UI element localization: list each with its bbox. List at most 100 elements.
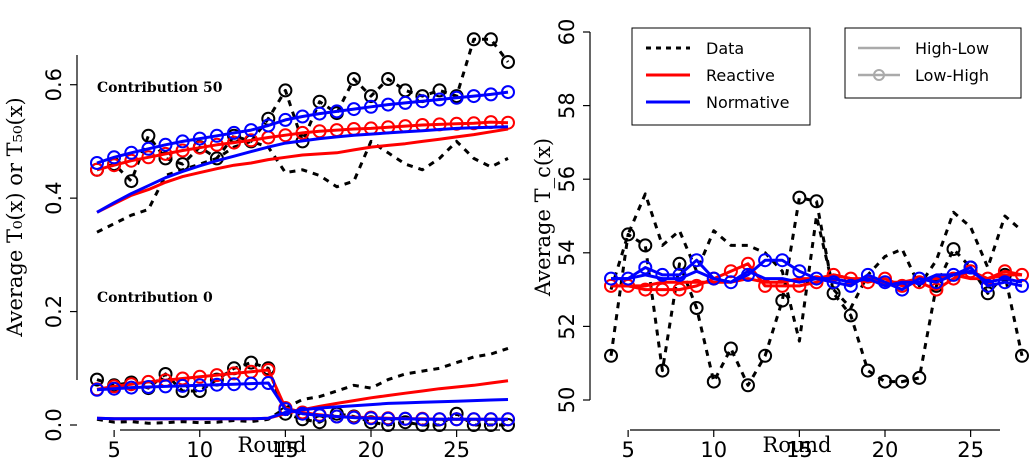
right-normative-low-high-point-20 [878,275,892,290]
right-panel-ticks: 5 10 15 20 25 50 52 54 56 58 60 [555,19,984,459]
legend-label-reactive: Reactive [706,66,775,85]
right-normative-low-high-point-10 [706,271,721,286]
left-contribution-50-data-low-high-point-19 [346,72,361,86]
right-data-low-high-point-18 [843,308,858,323]
left-contribution-50-normative-low-high-point-24 [432,92,447,107]
left-contribution-0-normative-low-high-point-19 [346,410,361,425]
right-normative-low-high-point-8 [672,267,687,282]
legend-label-normative: Normative [706,93,789,112]
right-panel-series [604,190,1029,393]
left-contribution-50-normative-high-low-line [96,125,509,214]
left-contribution-50-normative-low-high-point-8 [158,137,173,152]
left-contribution-50-reactive-low-high-point-10 [192,140,207,155]
left-panel-x-axis-label: Round [238,433,307,457]
left-contribution-0-reactive-low-high-point-11 [209,368,224,383]
annotation-contribution-0: Contribution 0 [97,290,213,306]
left-contribution-0-normative-low-high-point-6 [124,380,139,395]
legend-series: Data Reactive Normative [631,27,811,126]
left-x-tick-label-5: 5 [107,438,120,459]
left-contribution-50-reactive-low-high-point-8 [158,146,173,161]
left-contribution-50-normative-low-high-point-9 [175,134,190,149]
right-data-low-high-line [609,196,1024,387]
left-contribution-0-normative-low-high-point-8 [158,379,173,394]
right-data-low-high-point-6 [638,238,653,253]
right-normative-low-high-point-28 [1015,278,1029,293]
right-normative-low-high-point-5 [621,271,636,286]
right-reactive-low-high-point-7 [655,282,670,297]
right-normative-low-high-point-27 [997,275,1012,290]
right-normative-low-high-point-4 [604,271,618,286]
right-normative-low-high-point-9 [689,253,704,268]
left-contribution-0-data-low-high-point-4 [90,372,104,387]
right-normative-low-high-line [611,258,1023,292]
right-normative-low-high-point-12 [741,267,755,282]
left-contribution-50-normative-low-high-point-28 [501,85,515,100]
right-x-tick-label-20: 20 [872,438,899,459]
right-panel-tc-chart: 5 10 15 20 25 50 52 54 56 58 60 Round Average T_c(… [531,19,1029,459]
right-reactive-low-high-line [611,262,1023,292]
right-y-tick-label-54: 54 [555,239,579,266]
left-contribution-50-normative-low-high-point-18 [329,104,344,119]
left-contribution-0-normative-low-high-point-14 [261,376,276,390]
left-contribution-0-normative-low-high-point-16 [295,406,310,421]
left-contribution-50-reactive-low-high-point-5 [107,158,122,173]
right-data-low-high-point-4 [604,348,618,363]
right-normative-low-high-point-24 [946,267,961,282]
left-contribution-0-normative-low-high-point-10 [192,378,207,393]
right-panel-y-axis-label: Average T_c(x) [531,138,555,297]
left-contribution-50-reactive-low-high-point-11 [209,137,224,152]
left-contribution-50-normative-low-high-line [96,90,509,165]
right-data-low-high-point-5 [621,227,636,242]
left-contribution-50-normative-low-high-point-6 [124,145,139,160]
left-contribution-0-normative-low-high-point-13 [244,376,259,391]
right-y-tick-label-56: 56 [555,166,579,193]
left-y-tick-label-0-4: 0.4 [42,181,66,214]
left-contribution-50-normative-low-high-point-4 [90,156,104,170]
left-contribution-0-reactive-low-high-point-12 [227,366,241,381]
left-contribution-0-normative-low-high-point-4 [90,382,104,397]
right-normative-low-high-point-21 [895,282,910,297]
right-data-low-high-point-28 [1015,348,1029,363]
left-contribution-0-normative-low-high-point-27 [483,412,498,427]
right-panel-x-axis-label: Round [763,433,832,457]
right-normative-low-high-point-7 [655,267,670,282]
right-x-tick-label-5: 5 [621,438,634,459]
right-normative-low-high-point-26 [980,278,995,293]
legend-treatment: High-Low Low-High [844,27,1022,99]
right-y-tick-label-60: 60 [555,19,579,46]
right-data-low-high-point-12 [741,378,755,393]
left-panel-contribution-chart: 5 10 15 20 25 0.0 0.2 0.4 0.6 Round Average T₀(x… [3,32,515,459]
left-contribution-50-normative-low-high-point-11 [209,128,224,143]
left-panel-y-axis-label: Average T₀(x) or T₅₀(x) [3,97,27,337]
left-contribution-50-data-low-high-point-21 [381,72,396,86]
right-y-tick-label-52: 52 [555,313,579,340]
left-contribution-50-normative-low-high-point-23 [415,94,430,109]
left-contribution-50-normative-low-high-point-14 [261,118,276,133]
left-contribution-50-normative-low-high-point-5 [107,150,122,165]
left-contribution-50-normative-low-high-point-22 [398,95,413,110]
left-contribution-50-normative-low-high-point-20 [364,99,378,114]
right-normative-low-high-point-19 [860,267,875,282]
left-contribution-50-data-low-high-point-15 [278,83,293,98]
left-contribution-50-data-low-high-point-20 [364,89,378,104]
left-panel-series [90,32,515,432]
left-contribution-0-normative-high-low-line [96,398,509,421]
left-contribution-50-reactive-low-high-point-9 [175,143,190,158]
legend-label-data: Data [706,39,744,58]
right-reactive-low-high-point-8 [672,282,687,297]
legend-label-high-low: High-Low [915,39,989,58]
right-data-low-high-point-16 [809,194,824,209]
left-contribution-50-reactive-low-high-point-6 [124,153,139,168]
left-contribution-0-normative-low-high-point-21 [381,411,396,426]
left-contribution-0-normative-low-high-point-9 [175,378,190,393]
left-contribution-50-data-high-low-line [96,139,509,234]
left-contribution-50-normative-low-high-point-27 [483,87,498,102]
left-contribution-0-normative-low-high-point-20 [364,411,378,426]
left-y-tick-label-0-2: 0.2 [42,295,66,328]
left-contribution-50-reactive-low-high-point-28 [501,115,515,130]
left-contribution-50-normative-low-high-point-19 [346,102,361,117]
left-panel-ticks: 5 10 15 20 25 0.0 0.2 0.4 0.6 [42,68,470,459]
right-normative-low-high-point-13 [758,253,773,268]
left-contribution-0-normative-low-high-point-7 [141,380,156,394]
left-contribution-0-normative-low-high-point-22 [398,411,413,426]
